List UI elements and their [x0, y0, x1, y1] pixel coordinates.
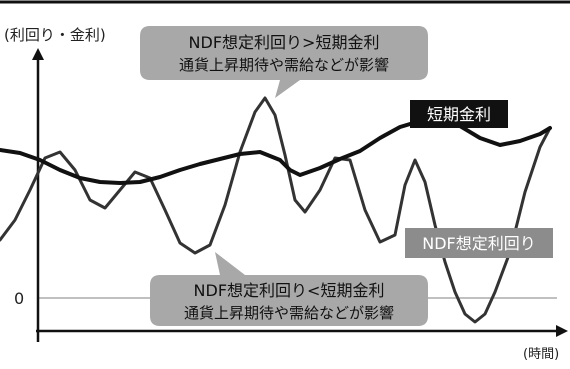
series-line-short-rate: [0, 118, 552, 185]
annotation-bottom-line1: NDF想定利回り<短期金利: [194, 281, 385, 300]
label-short-rate: 短期金利: [410, 100, 508, 128]
y-axis-label: (利回り・金利): [4, 26, 106, 44]
x-axis-arrow: [556, 325, 568, 337]
label-ndf-text: NDF想定利回り: [422, 234, 536, 253]
annotation-bottom-line2: 通貨上昇期待や需給などが影響: [184, 304, 394, 322]
annotation-top: NDF想定利回り>短期金利 通貨上昇期待や需給などが影響: [140, 26, 428, 98]
annotation-top-line1: NDF想定利回り>短期金利: [189, 33, 380, 52]
label-ndf: NDF想定利回り: [405, 228, 553, 258]
annotation-bottom: NDF想定利回り<短期金利 通貨上昇期待や需給などが影響: [150, 252, 428, 326]
label-short-rate-text: 短期金利: [427, 105, 491, 124]
y-axis-arrow: [32, 48, 44, 60]
y-zero-label: 0: [14, 289, 24, 308]
series-line-ndf: [0, 96, 552, 324]
x-axis-label: (時間): [523, 347, 559, 362]
annotation-top-line2: 通貨上昇期待や需給などが影響: [179, 56, 389, 74]
